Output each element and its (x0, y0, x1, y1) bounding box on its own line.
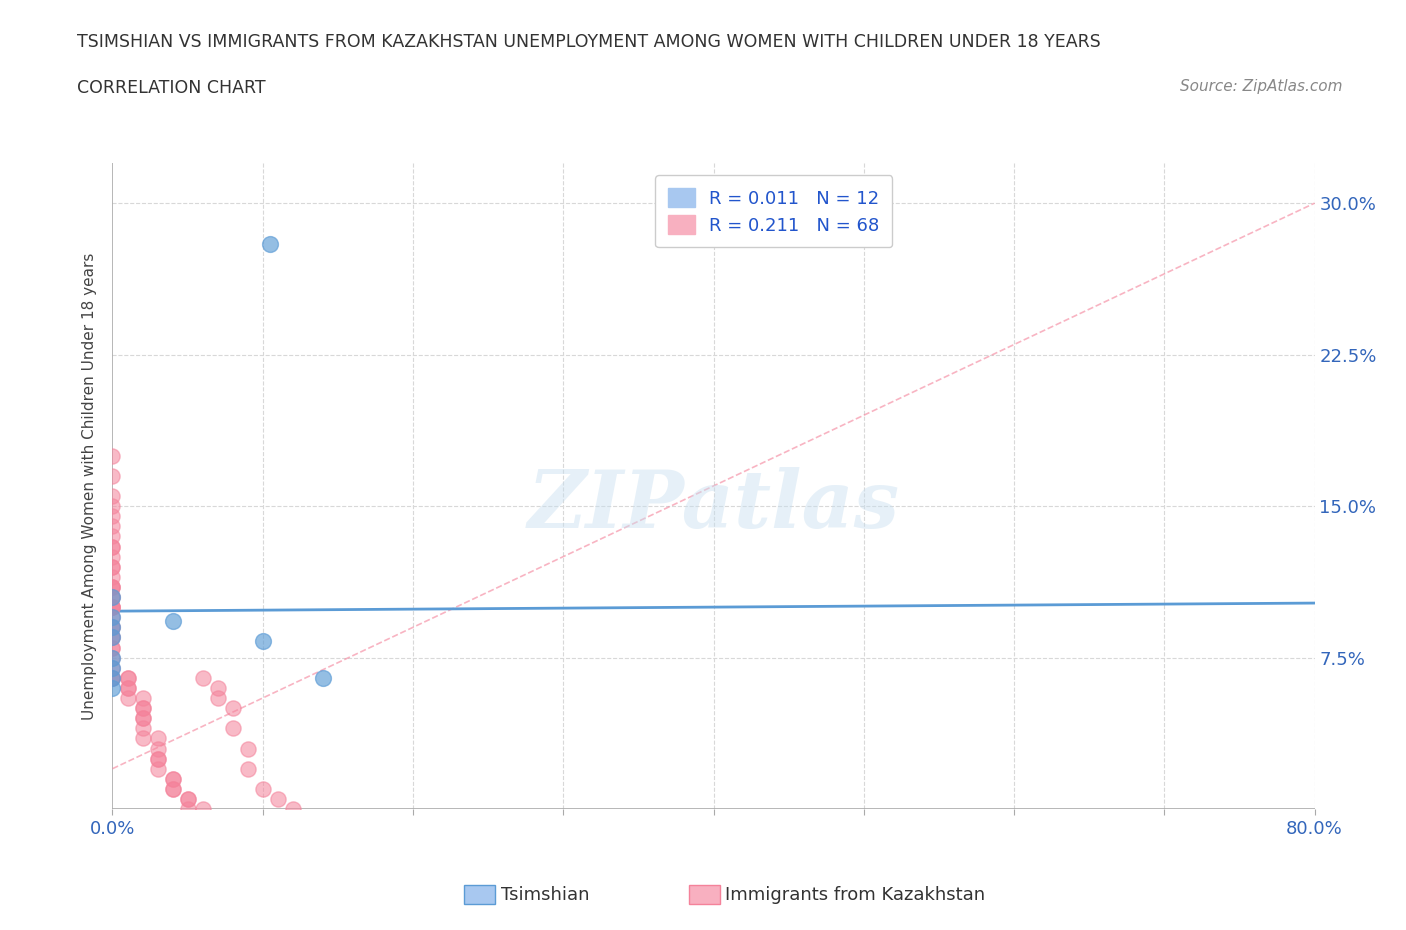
Point (101, 469, 124, 484)
Point (101, 579, 124, 594)
Point (117, 671, 139, 685)
Point (207, 681, 229, 696)
Text: Tsimshian: Tsimshian (501, 885, 589, 904)
Point (101, 539, 124, 554)
Point (162, 614, 184, 629)
Point (259, 236, 281, 251)
Point (101, 660, 124, 675)
Point (101, 600, 124, 615)
Point (176, 802, 198, 817)
Point (312, 671, 335, 685)
Point (101, 630, 124, 644)
Point (101, 590, 124, 604)
Point (101, 660, 124, 675)
Point (101, 610, 124, 625)
Point (101, 579, 124, 594)
Point (131, 721, 153, 736)
Point (101, 488, 124, 503)
Point (101, 539, 124, 554)
Point (101, 610, 124, 625)
Point (101, 671, 124, 685)
Point (101, 600, 124, 615)
Legend: R = 0.011   N = 12, R = 0.211   N = 68: R = 0.011 N = 12, R = 0.211 N = 68 (655, 175, 893, 247)
Point (131, 691, 153, 706)
Point (281, 802, 304, 817)
Point (101, 640, 124, 655)
Point (101, 620, 124, 635)
Point (252, 634, 274, 649)
Point (131, 711, 153, 725)
Point (117, 691, 139, 706)
Point (146, 762, 169, 777)
Point (117, 681, 139, 696)
Point (101, 620, 124, 635)
Text: Immigrants from Kazakhstan: Immigrants from Kazakhstan (725, 885, 986, 904)
Text: TSIMSHIAN VS IMMIGRANTS FROM KAZAKHSTAN UNEMPLOYMENT AMONG WOMEN WITH CHILDREN U: TSIMSHIAN VS IMMIGRANTS FROM KAZAKHSTAN … (77, 33, 1101, 50)
Point (101, 559, 124, 574)
Point (162, 781, 184, 796)
Point (101, 579, 124, 594)
Point (101, 559, 124, 574)
Point (191, 671, 214, 685)
Point (101, 650, 124, 665)
Point (146, 751, 169, 766)
Point (101, 448, 124, 463)
Point (162, 781, 184, 796)
Y-axis label: Unemployment Among Women with Children Under 18 years: Unemployment Among Women with Children U… (82, 252, 97, 720)
Point (176, 791, 198, 806)
Point (101, 671, 124, 685)
Point (117, 681, 139, 696)
Point (267, 791, 290, 806)
Point (101, 620, 124, 635)
Point (162, 771, 184, 786)
Point (146, 751, 169, 766)
Text: ZIPatlas: ZIPatlas (527, 467, 900, 544)
Point (222, 721, 245, 736)
Point (146, 741, 169, 756)
Point (101, 600, 124, 615)
Point (162, 771, 184, 786)
Point (131, 731, 153, 746)
Point (176, 791, 198, 806)
Point (101, 529, 124, 544)
Point (117, 671, 139, 685)
Point (252, 781, 274, 796)
Point (101, 519, 124, 534)
Point (207, 691, 229, 706)
Point (131, 711, 153, 725)
Point (101, 590, 124, 604)
Point (146, 731, 169, 746)
Point (236, 741, 259, 756)
Point (101, 569, 124, 584)
Point (101, 630, 124, 644)
Point (131, 700, 153, 715)
Point (101, 671, 124, 685)
Point (101, 498, 124, 513)
Point (101, 650, 124, 665)
Point (191, 802, 214, 817)
Point (101, 681, 124, 696)
Point (101, 509, 124, 524)
Text: Source: ZipAtlas.com: Source: ZipAtlas.com (1180, 79, 1343, 94)
Point (101, 630, 124, 644)
Point (131, 700, 153, 715)
Point (101, 590, 124, 604)
Point (101, 640, 124, 655)
Point (101, 600, 124, 615)
Point (222, 700, 245, 715)
Point (236, 762, 259, 777)
Point (101, 550, 124, 565)
Text: CORRELATION CHART: CORRELATION CHART (77, 79, 266, 97)
